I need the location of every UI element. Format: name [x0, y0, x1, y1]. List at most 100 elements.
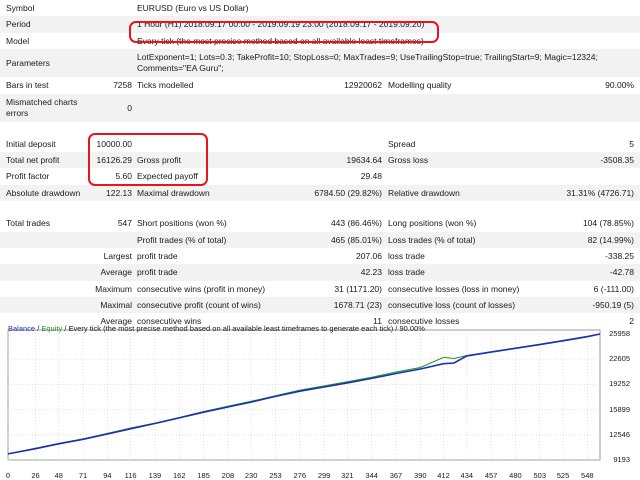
- bars-label: Bars in test: [6, 80, 49, 91]
- y-tick-label: 9193: [613, 455, 630, 464]
- average-loss-value: -42.78: [609, 267, 634, 278]
- period-highlight-box: [129, 21, 439, 43]
- row-largest: Largest profit trade 207.06 loss trade -…: [0, 248, 640, 264]
- net-profit-label: Total net profit: [6, 154, 60, 165]
- max-consecutive-losses-label: consecutive losses (loss in money): [388, 283, 520, 294]
- y-tick-label: 19252: [609, 379, 630, 389]
- largest-profit-value: 207.06: [356, 250, 382, 261]
- plot-area: [7, 329, 601, 461]
- max-consecutive-wins-label: consecutive wins (profit in money): [137, 283, 266, 294]
- x-tick-label: 548: [581, 471, 594, 480]
- x-tick-label: 367: [389, 471, 403, 480]
- profit-trades-value: 465 (85.01%): [330, 234, 382, 245]
- model-label: Model: [6, 35, 30, 46]
- mismatched-label-line2: errors: [6, 107, 29, 118]
- row-average-consecutive: Average consecutive wins 11 consecutive …: [0, 313, 640, 329]
- mismatched-label-line1: Mismatched charts: [6, 96, 78, 107]
- x-tick-label: 71: [78, 471, 88, 480]
- loss-trades-label: Loss trades (% of total): [388, 234, 476, 245]
- ticks-label: Ticks modelled: [137, 80, 194, 91]
- long-positions-value: 104 (78.85%): [582, 218, 634, 229]
- symbol-value: EURUSD (Euro vs US Dollar): [137, 3, 249, 13]
- row-average: Average profit trade 42.23 loss trade -4…: [0, 264, 640, 281]
- maximum-label: Maximum: [95, 283, 132, 294]
- average-consecutive-wins-value: 11: [373, 316, 382, 327]
- ticks-value: 12920062: [344, 80, 382, 91]
- legend-separator: /: [35, 324, 42, 333]
- relative-drawdown-label: Relative drawdown: [388, 187, 460, 198]
- legend-description: / Every tick (the most precise method ba…: [62, 324, 425, 333]
- average-profit-value: 42.23: [360, 267, 382, 278]
- absolute-drawdown-value: 122.13: [106, 187, 132, 198]
- row-profit-factor: Profit factor 5.60 Expected payoff 29.48: [0, 168, 640, 184]
- row-net-profit: Total net profit 16126.29 Gross profit 1…: [0, 151, 640, 169]
- x-tick-label: 344: [365, 471, 378, 480]
- bars-value: 7258: [113, 80, 132, 91]
- maximal-consecutive-loss-label: consecutive loss (count of losses): [388, 300, 516, 311]
- gross-loss-label: Gross loss: [388, 154, 429, 165]
- report-table: Symbol EURUSD (Euro vs US Dollar) Period…: [0, 3, 640, 329]
- total-trades-label: Total trades: [6, 218, 50, 229]
- x-tick-label: 525: [556, 471, 570, 480]
- row-model: Model Every tick (the most precise metho…: [0, 33, 640, 49]
- loss-trades-value: 82 (14.99%): [587, 234, 634, 245]
- symbol-label: Symbol: [6, 3, 35, 13]
- short-positions-value: 443 (86.46%): [330, 218, 382, 229]
- average-profit-label: profit trade: [137, 267, 178, 278]
- x-tick-label: 299: [317, 471, 331, 480]
- x-tick-label: 26: [31, 471, 40, 480]
- largest-profit-label: profit trade: [137, 250, 178, 261]
- deposit-profit-highlight-box: [88, 133, 208, 186]
- spread-label: Spread: [388, 138, 416, 149]
- chart-legend: Balance / Equity / Every tick (the most …: [8, 324, 425, 333]
- expected-payoff-label: Expected payoff: [137, 171, 198, 182]
- net-profit-value: 16126.29: [96, 154, 132, 165]
- y-tick-label: 25958: [609, 329, 630, 338]
- legend-equity: Equity: [41, 324, 63, 333]
- row-total-trades: Total trades 547 Short positions (won %)…: [0, 215, 640, 231]
- x-tick-label: 390: [414, 471, 427, 480]
- gross-profit-value: 19634.64: [346, 154, 382, 165]
- maximal-consecutive-loss-value: -950.19 (5): [592, 300, 634, 311]
- initial-deposit-label: Initial deposit: [6, 138, 56, 149]
- parameters-label: Parameters: [6, 58, 50, 69]
- gross-profit-label: Gross profit: [137, 154, 181, 165]
- average-consecutive-label: Average: [100, 316, 132, 327]
- gross-loss-value: -3508.35: [600, 154, 634, 165]
- quality-label: Modelling quality: [388, 80, 452, 91]
- x-tick-label: 162: [172, 471, 186, 480]
- short-positions-label: Short positions (won %): [137, 218, 227, 229]
- average-label: Average: [100, 267, 132, 278]
- legend-balance: Balance: [8, 324, 36, 333]
- row-period: Period 1 Hour (H1) 2018.09.17 00:00 - 20…: [0, 16, 640, 33]
- long-positions-label: Long positions (won %): [388, 218, 477, 229]
- x-tick-label: 412: [437, 471, 450, 480]
- x-tick-label: 276: [293, 471, 307, 480]
- relative-drawdown-value: 31.31% (4726.71): [566, 187, 634, 198]
- average-consecutive-wins-label: consecutive wins: [137, 316, 202, 327]
- total-trades-value: 547: [117, 218, 132, 229]
- max-consecutive-losses-value: 6 (-111.00): [593, 283, 634, 294]
- x-tick-label: 116: [124, 471, 137, 480]
- x-tick-label: 94: [103, 471, 112, 480]
- profit-factor-label: Profit factor: [6, 171, 50, 182]
- x-tick-label: 185: [197, 471, 210, 480]
- period-label: Period: [6, 19, 31, 30]
- maximal-label: Maximal: [100, 300, 132, 311]
- row-maximum: Maximum consecutive wins (profit in mone…: [0, 281, 640, 297]
- row-mismatched: Mismatched charts errors 0: [0, 93, 640, 122]
- period-value: 1 Hour (H1) 2018.09.17 00:00 - 2019.09.1…: [137, 19, 425, 30]
- row-parameters: Parameters LotExponent=1; Lots=0.3; Take…: [0, 49, 640, 78]
- parameters-line2: Comments="EA Guru";: [137, 63, 224, 74]
- model-value: Every tick (the most precise method base…: [137, 35, 424, 46]
- maximal-drawdown-label: Maximal drawdown: [137, 187, 210, 198]
- row-initial-deposit: Initial deposit 10000.00 Spread 5: [0, 136, 640, 152]
- row-drawdown: Absolute drawdown 122.13 Maximal drawdow…: [0, 184, 640, 202]
- x-tick-label: 457: [484, 471, 498, 480]
- average-loss-label: loss trade: [388, 267, 425, 278]
- profit-trades-label: Profit trades (% of total): [137, 234, 227, 245]
- row-spacer-2: [0, 201, 640, 215]
- parameters-line1: LotExponent=1; Lots=0.3; TakeProfit=10; …: [137, 52, 598, 63]
- max-consecutive-wins-value: 31 (1171.20): [334, 283, 382, 294]
- profit-factor-value: 5.60: [115, 171, 132, 182]
